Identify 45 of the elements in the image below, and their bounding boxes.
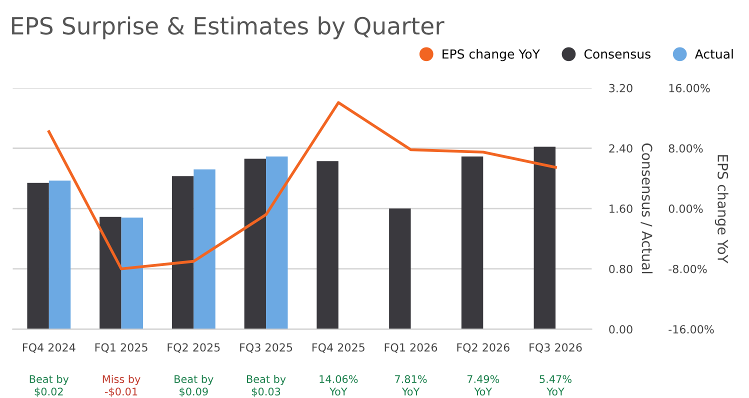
y-tick-label: 0.00	[609, 325, 632, 334]
y-tick-label: 0.80	[609, 264, 632, 274]
x-tick-label: FQ4 2024	[23, 343, 76, 353]
y-tick-label: 2.40	[609, 144, 632, 153]
text: 5.47% YoY	[540, 375, 572, 396]
text: 7.81% YoY	[395, 375, 427, 396]
bar	[266, 156, 288, 330]
bar	[534, 146, 556, 330]
bar	[100, 216, 122, 330]
y2-tick-label: -16.00%	[668, 325, 714, 334]
text: Miss by -$0.01	[102, 374, 140, 397]
x-tick-label: FQ2 2025	[168, 343, 220, 353]
text: Beat by $0.03	[247, 374, 286, 397]
bar	[121, 218, 144, 330]
bar	[194, 169, 216, 330]
bar	[48, 180, 71, 330]
text: 14.06% YoY	[320, 375, 358, 396]
bar	[389, 208, 411, 330]
text: Beat by $0.02	[30, 374, 69, 397]
y2-tick-label: 8.00%	[668, 144, 703, 153]
x-tick-label: FQ1 2025	[95, 343, 148, 353]
legend-label: Consensus	[584, 49, 650, 59]
y2-tick-label: 16.00%	[669, 84, 710, 92]
x-tick-label: FQ2 2026	[457, 343, 510, 353]
bar	[172, 176, 194, 330]
y-axis-title: Consensus / Actual	[640, 143, 653, 274]
x-tick-label: FQ4 2025	[312, 343, 364, 353]
chart-title: EPS Surprise & Estimates by Quarter	[12, 16, 444, 40]
text: 7.49% YoY	[467, 375, 500, 396]
line-series	[48, 101, 557, 270]
legend-label: EPS change YoY	[442, 49, 540, 62]
bar	[244, 158, 266, 330]
legend-label: Actual	[694, 49, 733, 59]
y-tick-label: 1.60	[610, 204, 632, 213]
bar	[27, 182, 49, 330]
y2-tick-label: 0.00%	[668, 204, 703, 213]
y2-tick-label: -8.00%	[668, 264, 707, 274]
x-tick-label: FQ3 2025	[240, 343, 292, 353]
bar	[461, 156, 484, 330]
y-tick-label: 3.20	[609, 84, 632, 92]
x-tick-label: FQ3 2026	[530, 343, 582, 353]
x-tick-label: FQ1 2026	[384, 343, 438, 353]
text: Beat by $0.09	[174, 374, 214, 397]
bar	[316, 161, 338, 330]
y2-axis-title: EPS change YoY	[714, 155, 728, 264]
